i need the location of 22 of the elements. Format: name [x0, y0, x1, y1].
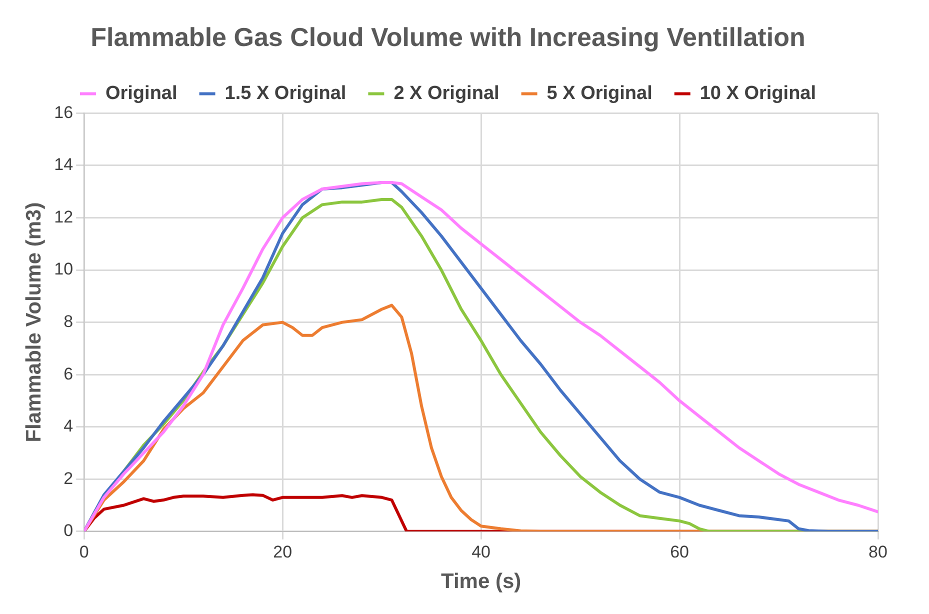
- legend-label: 5 X Original: [546, 82, 652, 104]
- x-tick-label: 40: [472, 542, 491, 562]
- x-tick-label: 80: [868, 542, 888, 562]
- y-tick-label: 14: [54, 155, 74, 174]
- y-tick-label: 4: [64, 416, 74, 436]
- y-tick-label: 8: [64, 312, 74, 331]
- y-tick-label: 10: [54, 260, 74, 279]
- x-tick-label: 20: [273, 542, 292, 562]
- legend-label: 2 X Original: [394, 82, 500, 104]
- y-tick-label: 2: [64, 468, 74, 488]
- x-tick-label: 0: [79, 542, 89, 562]
- x-tick-label: 60: [670, 542, 689, 562]
- y-tick-label: 6: [64, 364, 74, 384]
- y-tick-label: 12: [54, 207, 74, 226]
- legend-label: Original: [105, 82, 178, 104]
- x-axis-title: Time (s): [440, 570, 522, 594]
- chart-title: Flammable Gas Cloud Volume with Increasing Ventillation: [90, 22, 806, 52]
- legend-label: 1.5 X Original: [224, 82, 346, 104]
- legend-label: 10 X Original: [700, 82, 816, 104]
- y-tick-label: 0: [64, 521, 74, 540]
- y-tick-label: 16: [54, 102, 74, 122]
- y-axis-title: Flammable Volume (m3): [22, 202, 46, 442]
